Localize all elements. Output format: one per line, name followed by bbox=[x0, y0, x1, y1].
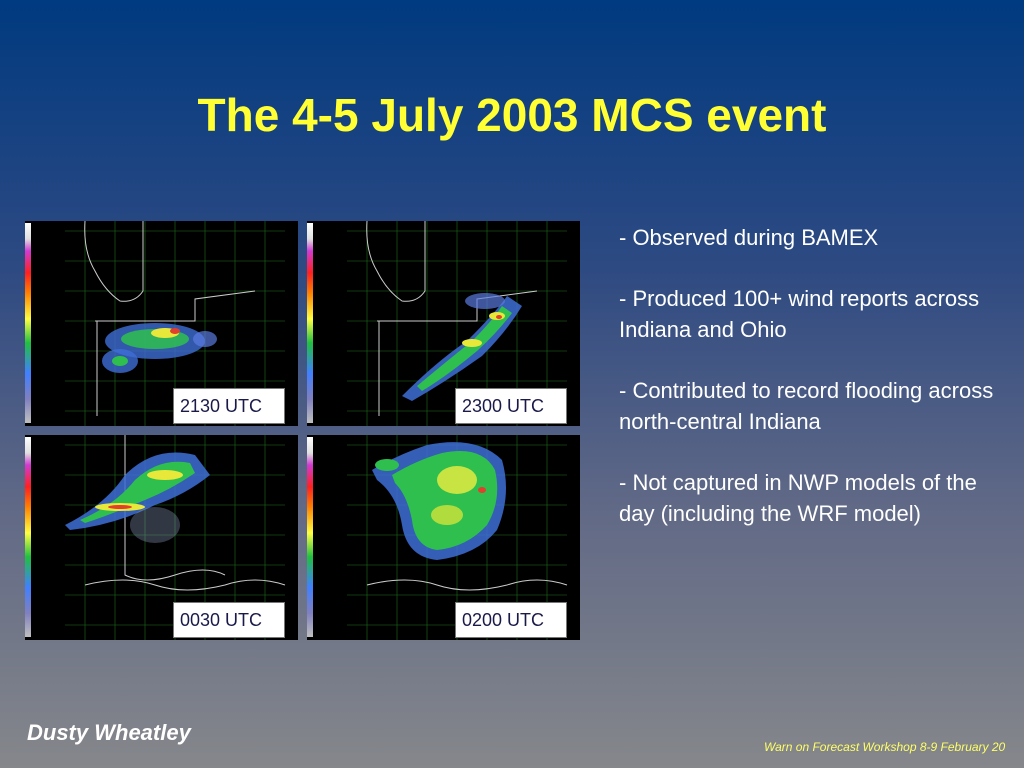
radar-colorbar bbox=[307, 223, 313, 423]
radar-colorbar bbox=[307, 437, 313, 637]
panel-time-label: 0030 UTC bbox=[173, 602, 285, 638]
bullet-item: - Not captured in NWP models of the day … bbox=[619, 470, 977, 526]
slide-title: The 4-5 July 2003 MCS event bbox=[197, 89, 827, 141]
panel-time-label: 0200 UTC bbox=[455, 602, 567, 638]
radar-colorbar bbox=[25, 437, 31, 637]
panel-time-label: 2130 UTC bbox=[173, 388, 285, 424]
radar-image-2130: 2130 UTC bbox=[25, 221, 298, 426]
radar-colorbar bbox=[25, 223, 31, 423]
radar-image-0030: 0030 UTC bbox=[25, 435, 298, 640]
radar-map-graphic bbox=[347, 435, 568, 640]
radar-image-2300: 2300 UTC bbox=[307, 221, 580, 426]
footer-text: Warn on Forecast Workshop 8-9 February 2… bbox=[764, 740, 1006, 754]
radar-map-graphic bbox=[347, 221, 567, 426]
author-name: Dusty Wheatley bbox=[27, 720, 191, 745]
panel-time-label: 2300 UTC bbox=[455, 388, 567, 424]
bullet-list: - Observed during BAMEX - Produced 100+ … bbox=[619, 222, 1004, 559]
bullet-item: - Contributed to record flooding across … bbox=[619, 378, 994, 434]
bullet-item: - Observed during BAMEX bbox=[619, 225, 879, 250]
radar-image-0200: 0200 UTC bbox=[307, 435, 580, 640]
radar-map-graphic bbox=[65, 435, 286, 640]
radar-map-graphic bbox=[65, 221, 285, 426]
bullet-item: - Produced 100+ wind reports across Indi… bbox=[619, 286, 980, 342]
